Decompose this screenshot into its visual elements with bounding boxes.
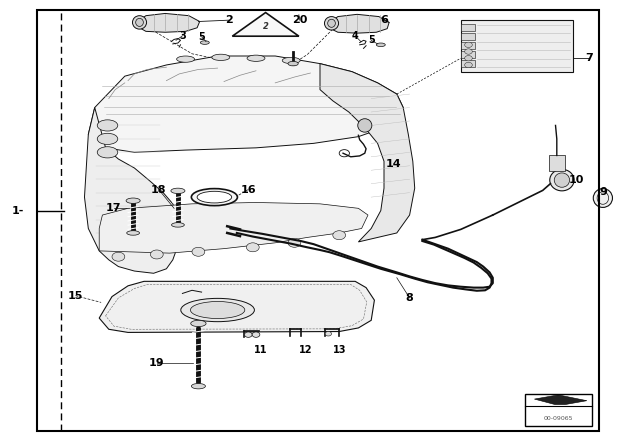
- Text: 16: 16: [241, 185, 256, 194]
- Ellipse shape: [197, 191, 232, 203]
- Polygon shape: [320, 64, 415, 242]
- Polygon shape: [99, 202, 368, 253]
- Text: 00-09065: 00-09065: [543, 416, 573, 421]
- Ellipse shape: [132, 16, 147, 29]
- Text: 11: 11: [254, 345, 268, 355]
- Polygon shape: [88, 56, 403, 152]
- Text: 17: 17: [106, 203, 122, 213]
- Ellipse shape: [191, 320, 206, 327]
- Bar: [461, 51, 475, 58]
- Ellipse shape: [181, 298, 255, 322]
- Bar: [461, 60, 475, 67]
- Text: 8: 8: [406, 293, 413, 303]
- Text: 3: 3: [179, 31, 186, 41]
- Text: 9: 9: [599, 187, 607, 197]
- Ellipse shape: [554, 173, 570, 187]
- Polygon shape: [84, 108, 179, 273]
- Text: 18: 18: [151, 185, 166, 194]
- Ellipse shape: [126, 198, 140, 203]
- Circle shape: [244, 332, 252, 337]
- Text: 2: 2: [262, 22, 269, 31]
- Polygon shape: [99, 281, 374, 332]
- Ellipse shape: [247, 55, 265, 61]
- Text: 1-: 1-: [12, 206, 24, 215]
- Text: 5: 5: [368, 35, 374, 45]
- Text: 6: 6: [380, 15, 388, 25]
- Bar: [549, 155, 565, 171]
- Polygon shape: [232, 13, 299, 36]
- Polygon shape: [138, 13, 200, 32]
- Ellipse shape: [324, 17, 339, 30]
- Text: 7: 7: [585, 53, 593, 63]
- Circle shape: [192, 247, 205, 256]
- Text: 4: 4: [352, 31, 358, 41]
- Bar: [37, 10, 599, 431]
- FancyBboxPatch shape: [461, 20, 573, 72]
- Ellipse shape: [97, 120, 118, 131]
- Circle shape: [112, 252, 125, 261]
- Ellipse shape: [282, 57, 300, 64]
- Ellipse shape: [358, 119, 372, 132]
- Text: 20: 20: [292, 15, 307, 25]
- Text: 2: 2: [225, 15, 233, 25]
- Polygon shape: [534, 395, 587, 405]
- Circle shape: [465, 62, 472, 68]
- Ellipse shape: [97, 146, 118, 158]
- Ellipse shape: [191, 302, 245, 319]
- Ellipse shape: [171, 188, 185, 194]
- Circle shape: [465, 56, 472, 61]
- Circle shape: [150, 250, 163, 259]
- Ellipse shape: [550, 169, 574, 191]
- Circle shape: [465, 49, 472, 54]
- Text: 10: 10: [568, 175, 584, 185]
- Ellipse shape: [136, 18, 143, 26]
- Bar: [525, 394, 592, 426]
- Ellipse shape: [376, 43, 385, 47]
- Text: 12: 12: [299, 345, 313, 355]
- Circle shape: [246, 243, 259, 252]
- Circle shape: [325, 332, 332, 336]
- Ellipse shape: [328, 19, 335, 27]
- Ellipse shape: [191, 189, 237, 206]
- Ellipse shape: [127, 231, 140, 235]
- Ellipse shape: [212, 54, 230, 60]
- Ellipse shape: [288, 61, 298, 66]
- Polygon shape: [330, 14, 389, 33]
- Ellipse shape: [593, 189, 612, 207]
- Text: 19: 19: [149, 358, 164, 368]
- Circle shape: [333, 231, 346, 240]
- Ellipse shape: [191, 383, 205, 389]
- Ellipse shape: [200, 41, 209, 44]
- Text: 14: 14: [386, 159, 401, 168]
- Circle shape: [465, 42, 472, 47]
- Text: 5: 5: [198, 32, 205, 42]
- Ellipse shape: [177, 56, 195, 62]
- Bar: [461, 42, 475, 49]
- Circle shape: [252, 332, 260, 337]
- Text: 13: 13: [332, 345, 346, 355]
- Ellipse shape: [172, 223, 184, 227]
- Ellipse shape: [97, 134, 118, 145]
- Bar: [461, 24, 475, 31]
- Text: 15: 15: [68, 291, 83, 301]
- Circle shape: [288, 238, 301, 247]
- Bar: [461, 33, 475, 40]
